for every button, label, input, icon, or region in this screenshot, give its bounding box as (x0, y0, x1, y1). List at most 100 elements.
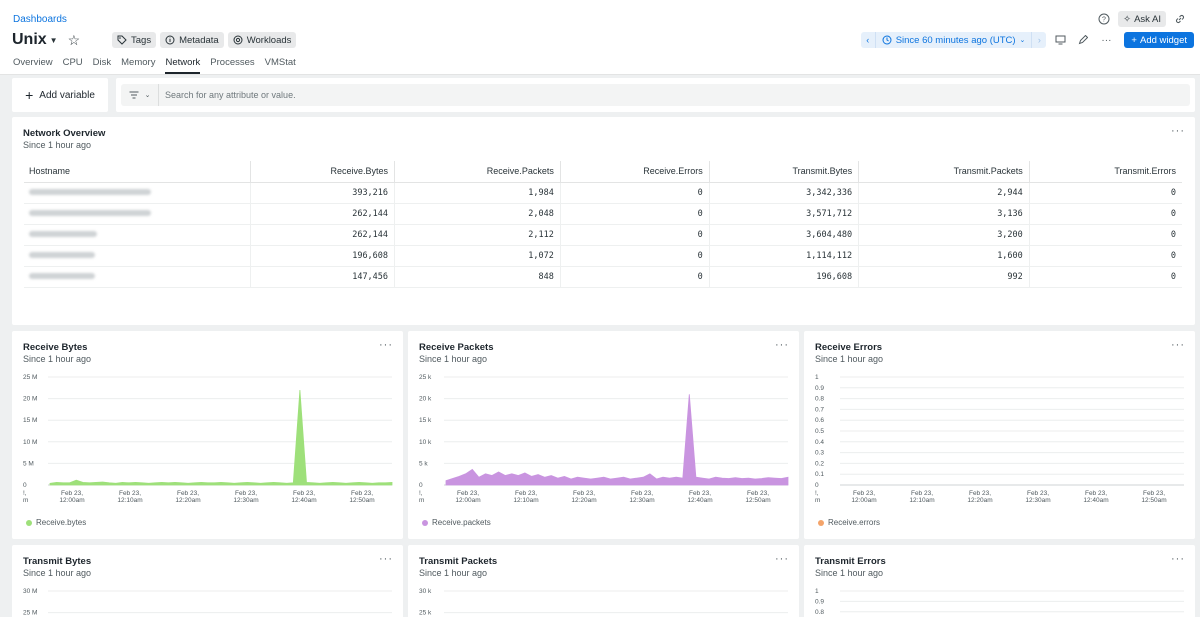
filter-menu-button[interactable]: ⌄ (121, 84, 159, 106)
ask-ai-button[interactable]: ✧ Ask AI (1118, 11, 1166, 27)
table-cell: 3,136 (858, 203, 1030, 225)
page-title[interactable]: Unix (12, 31, 47, 48)
table-row[interactable]: 147,456 848 0 196,608 992 0 (24, 266, 1182, 288)
panel-title: Receive Errors (815, 342, 883, 353)
transmit-packets-chart: 30 k 25 k (419, 588, 788, 617)
column-header[interactable]: Receive.Errors (559, 161, 710, 183)
hostname-cell (24, 224, 250, 246)
tab-overview[interactable]: Overview (13, 57, 53, 68)
table-row[interactable]: 196,608 1,072 0 1,114,112 1,600 0 (24, 245, 1182, 267)
x-tick-label: Feb 23, (573, 490, 595, 497)
column-header[interactable]: Transmit.Bytes (708, 161, 859, 183)
x-tick-label: Feb 23, (515, 490, 537, 497)
panel-subtitle: Since 1 hour ago (23, 568, 92, 578)
legend: Receive.bytes (26, 518, 86, 527)
hostname-cell (24, 182, 250, 204)
panel-title: Network Overview (23, 128, 106, 139)
chevron-down-icon: ⌄ (1019, 37, 1026, 44)
table-row[interactable]: 393,216 1,984 0 3,342,336 2,944 0 (24, 182, 1182, 204)
column-header[interactable]: Hostname (24, 161, 250, 183)
hostname-cell (24, 266, 250, 288)
tab-network[interactable]: Network (165, 57, 201, 74)
link-icon[interactable] (1172, 11, 1188, 27)
help-icon[interactable]: ? (1096, 11, 1112, 27)
table-cell: 2,048 (394, 203, 561, 225)
workloads-button[interactable]: Workloads (227, 32, 297, 48)
table-cell: 0 (1028, 266, 1182, 288)
network-table: Hostname Receive.Bytes Receive.Packets R… (24, 161, 1182, 288)
add-widget-button[interactable]: + Add widget (1124, 32, 1194, 48)
legend-label[interactable]: Receive.bytes (36, 518, 87, 527)
table-cell: 1,072 (394, 245, 561, 267)
column-header[interactable]: Transmit.Packets (858, 161, 1030, 183)
search-box: ⌄ (121, 84, 1190, 106)
x-tick-label: 12:50am (349, 497, 374, 504)
more-options-icon[interactable]: ··· (775, 339, 789, 351)
x-tick-label: m (419, 497, 424, 504)
plus-icon: + (25, 87, 34, 103)
tv-mode-icon[interactable] (1051, 32, 1069, 48)
workloads-icon (233, 35, 243, 45)
panel-title: Transmit Errors (815, 556, 886, 567)
table-cell: 1,600 (858, 245, 1030, 267)
tab-memory[interactable]: Memory (121, 57, 156, 68)
transmit-errors-panel: Transmit Errors Since 1 hour ago ··· 1 0.… (804, 545, 1195, 617)
tab-cpu[interactable]: CPU (62, 57, 83, 68)
y-tick-label: 0.6 (815, 417, 824, 424)
y-tick-label: 5 M (23, 460, 34, 467)
more-options-icon[interactable]: ··· (379, 339, 393, 351)
table-row[interactable]: 262,144 2,112 0 3,604,480 3,200 0 (24, 224, 1182, 246)
favorite-star-icon[interactable]: ☆ (67, 31, 81, 48)
transmit-bytes-panel: Transmit Bytes Since 1 hour ago ··· 30 M… (12, 545, 403, 617)
table-cell: 848 (394, 266, 561, 288)
more-options-icon[interactable]: ··· (1171, 553, 1185, 565)
table-cell: 1,984 (394, 182, 561, 204)
chevron-left-icon[interactable]: ‹ (866, 35, 870, 45)
tab-vmstat[interactable]: VMStat (264, 57, 296, 68)
legend-label[interactable]: Receive.errors (828, 518, 881, 527)
x-tick-label: 12:20am (967, 497, 992, 504)
tab-disk[interactable]: Disk (92, 57, 112, 68)
column-header[interactable]: Receive.Bytes (249, 161, 395, 183)
column-header[interactable]: Transmit.Errors (1028, 161, 1182, 183)
time-range-selector[interactable]: Since 60 minutes ago (UTC) ⌄ (874, 32, 1033, 48)
chevron-right-icon[interactable]: › (1037, 35, 1041, 45)
table-row[interactable]: 262,144 2,048 0 3,571,712 3,136 0 (24, 203, 1182, 225)
x-tick-label: 12:30am (629, 497, 654, 504)
redacted-hostname (29, 231, 97, 237)
more-options-icon[interactable]: ··· (1101, 34, 1112, 46)
search-input[interactable] (159, 90, 1190, 100)
column-header[interactable]: Receive.Packets (394, 161, 561, 183)
top-bar: Dashboards Unix ▼ ☆ Tags Metadata Worklo… (0, 0, 1200, 75)
x-tick-label: m (815, 497, 820, 504)
x-tick-label: 12:10am (513, 497, 538, 504)
metadata-button[interactable]: Metadata (160, 32, 224, 48)
title-row: Unix ▼ ☆ (12, 31, 80, 49)
x-tick-label: !, (815, 490, 819, 497)
table-cell: 3,604,480 (708, 224, 859, 246)
more-options-icon[interactable]: ··· (775, 553, 789, 565)
add-variable-button[interactable]: + Add variable (12, 78, 108, 112)
table-cell: 0 (559, 224, 710, 246)
chevron-down-icon[interactable]: ▼ (49, 35, 58, 45)
legend-label[interactable]: Receive.packets (432, 518, 491, 527)
y-tick-label: 20 M (23, 396, 37, 403)
edit-pencil-icon[interactable] (1074, 32, 1092, 48)
x-tick-label: m (23, 497, 28, 504)
tags-button[interactable]: Tags (112, 32, 157, 48)
tab-processes[interactable]: Processes (210, 57, 255, 68)
table-cell: 0 (1028, 245, 1182, 267)
more-options-icon[interactable]: ··· (1171, 339, 1185, 351)
tags-label: Tags (131, 34, 152, 46)
top-right-tools: ? ✧ Ask AI (1096, 11, 1188, 27)
breadcrumb-dashboards[interactable]: Dashboards (13, 14, 67, 25)
more-options-icon[interactable]: ··· (1171, 125, 1185, 137)
time-picker[interactable]: ‹ Since 60 minutes ago (UTC) ⌄ › (860, 32, 1047, 48)
redacted-hostname (29, 252, 95, 258)
add-widget-label: Add widget (1139, 34, 1187, 46)
y-tick-label: 0.3 (815, 450, 824, 457)
more-options-icon[interactable]: ··· (379, 553, 393, 565)
y-tick-label: 0.5 (815, 428, 824, 435)
x-tick-label: 12:40am (687, 497, 712, 504)
workloads-label: Workloads (246, 34, 292, 46)
